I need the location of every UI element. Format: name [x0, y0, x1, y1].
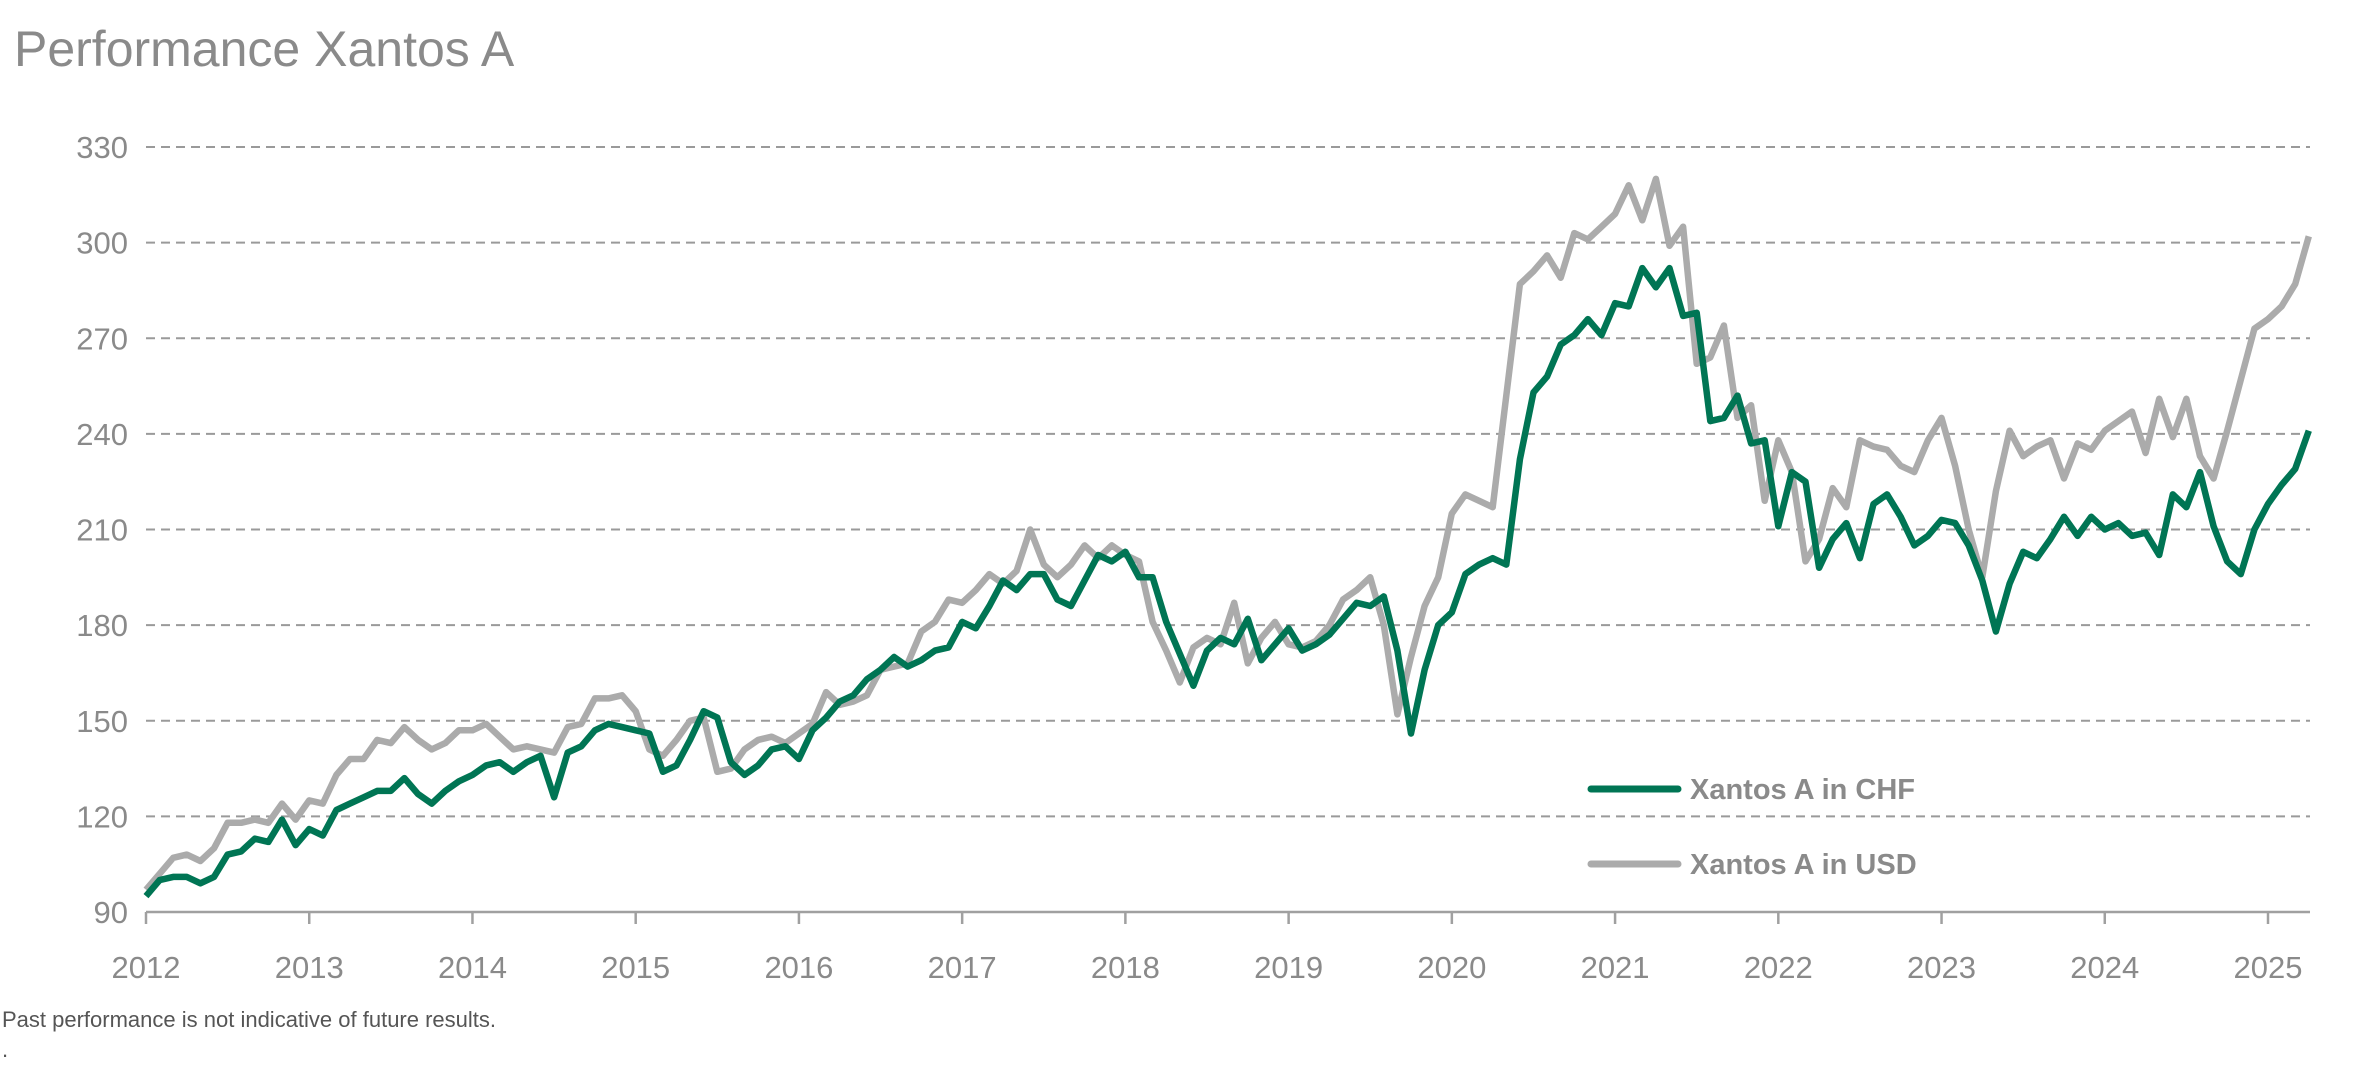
x-tick-label: 2022 [1744, 950, 1813, 985]
x-tick-label: 2021 [1581, 950, 1650, 985]
chart-title: Performance Xantos A [14, 21, 515, 77]
y-tick-label: 120 [76, 799, 128, 834]
y-axis: 90 120 150 180 210 240 270 300 330 [76, 130, 128, 930]
x-tick-label: 2015 [601, 950, 670, 985]
y-tick-label: 180 [76, 608, 128, 643]
x-tick-label: 2014 [438, 950, 507, 985]
footnote-mark: . [2, 1037, 8, 1062]
y-tick-label: 240 [76, 417, 128, 452]
x-axis: 2012 2013 2014 2015 2016 2017 2018 2019 2020 2021… [112, 912, 2303, 985]
series-lines [143, 175, 2312, 899]
x-tick-label: 2013 [275, 950, 344, 985]
gridlines [146, 146, 2310, 818]
legend-label-usd: Xantos A in USD [1690, 849, 1917, 881]
x-tick-label: 2019 [1254, 950, 1323, 985]
y-tick-label: 150 [76, 704, 128, 739]
y-tick-label: 330 [76, 130, 128, 165]
legend-label-chf: Xantos A in CHF [1690, 774, 1915, 806]
y-tick-label: 270 [76, 321, 128, 356]
x-tick-label: 2012 [112, 950, 181, 985]
x-tick-label: 2017 [928, 950, 997, 985]
series-line-usd [143, 175, 2312, 892]
x-tick-label: 2020 [1417, 950, 1486, 985]
footnote: Past performance is not indicative of fu… [2, 1007, 496, 1032]
x-tick-label: 2025 [2234, 950, 2303, 985]
x-tick-label: 2024 [2070, 950, 2139, 985]
legend: Xantos A in CHF Xantos A in USD [1587, 774, 1917, 881]
series-line-chf [143, 264, 2312, 899]
y-tick-label: 300 [76, 226, 128, 261]
x-tick-label: 2016 [764, 950, 833, 985]
y-tick-label: 210 [76, 513, 128, 548]
y-tick-label: 90 [94, 895, 128, 930]
x-tick-label: 2023 [1907, 950, 1976, 985]
x-tick-label: 2018 [1091, 950, 1160, 985]
